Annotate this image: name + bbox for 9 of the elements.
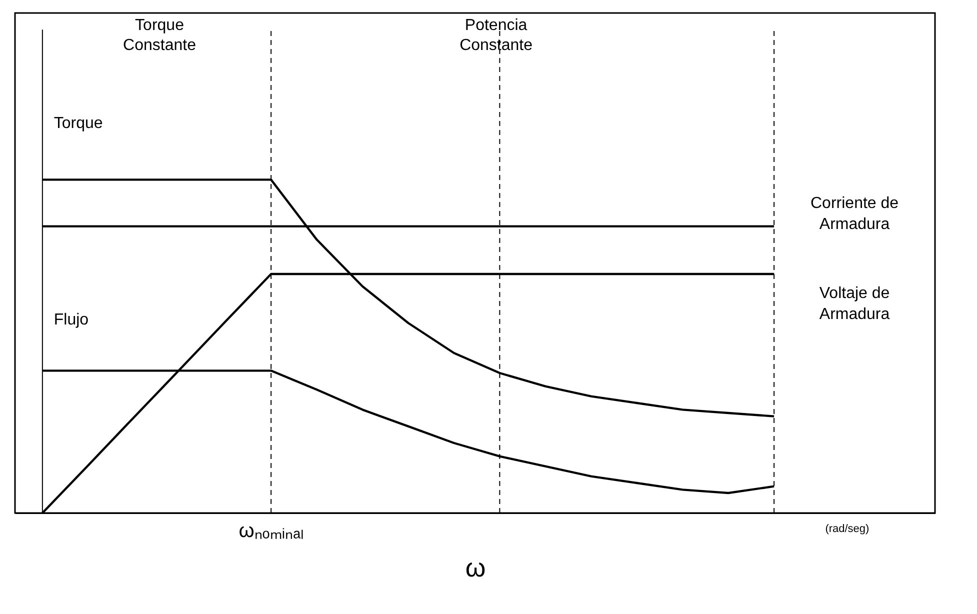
text: ωₙₒₘᵢₙₐₗ <box>238 520 304 542</box>
text: Torque Constante <box>123 17 196 54</box>
text: (rad/seg) <box>825 523 870 535</box>
text: Voltaje de Armadura <box>819 285 890 323</box>
text: Flujo <box>54 312 89 329</box>
text: Torque <box>54 115 103 132</box>
text: Potencia Constante <box>460 17 533 54</box>
x-axis-title: ω <box>465 552 486 582</box>
text: Corriente de Armadura <box>810 195 899 233</box>
